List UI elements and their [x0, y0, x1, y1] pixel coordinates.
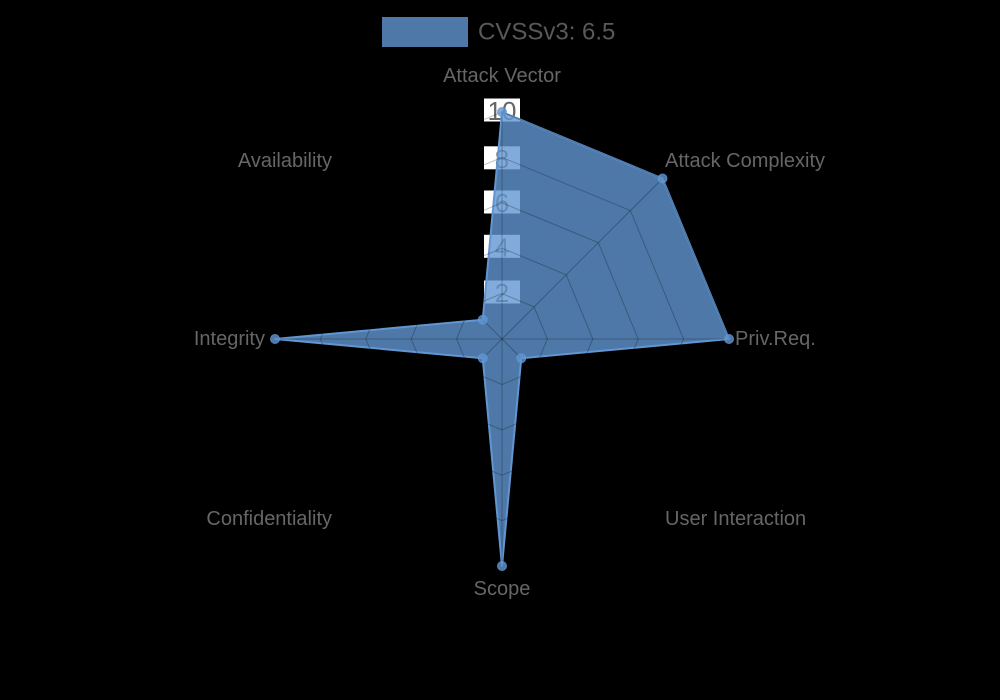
svg-text:Attack Complexity: Attack Complexity [665, 150, 825, 172]
svg-text:Attack Vector: Attack Vector [443, 65, 561, 87]
svg-text:Availability: Availability [238, 150, 332, 172]
svg-text:Priv.Req.: Priv.Req. [735, 328, 816, 350]
svg-text:Confidentiality: Confidentiality [206, 508, 332, 530]
svg-text:User Interaction: User Interaction [665, 508, 806, 530]
svg-text:Scope: Scope [474, 578, 531, 600]
svg-text:Integrity: Integrity [194, 328, 265, 350]
svg-text:CVSSv3: 6.5: CVSSv3: 6.5 [478, 19, 615, 46]
